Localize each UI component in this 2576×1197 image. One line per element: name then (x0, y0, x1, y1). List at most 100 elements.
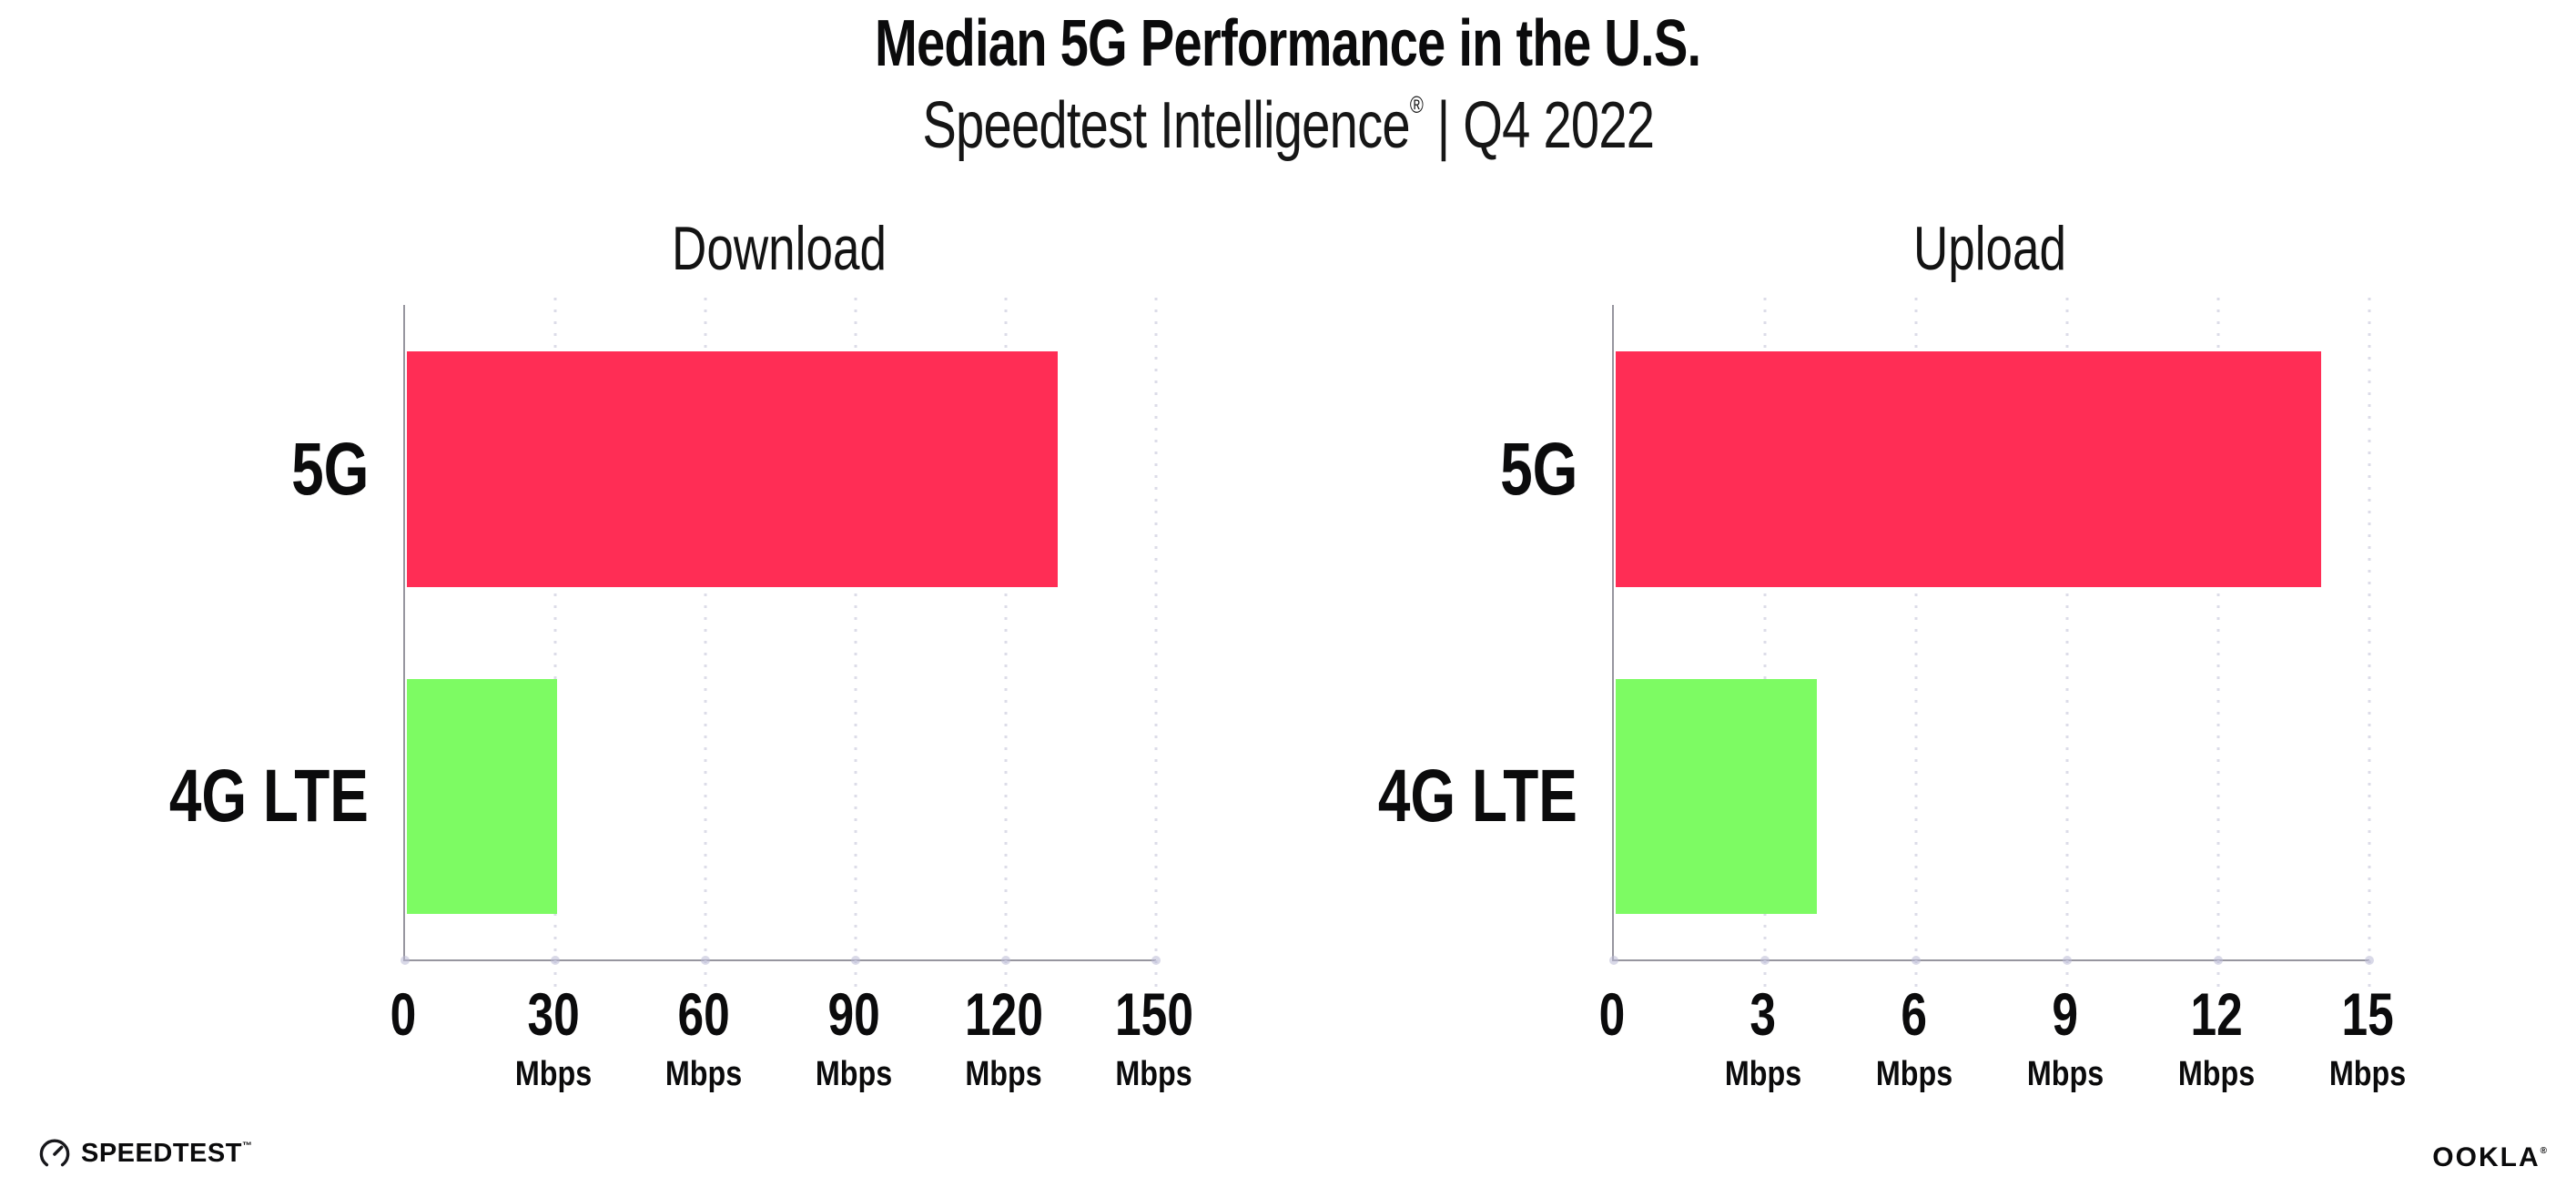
x-tick-number: 30 (508, 984, 598, 1044)
x-tick-number: 120 (954, 984, 1054, 1044)
x-tick-value: 3 (1749, 980, 1777, 1048)
x-tick-unit-row: Mbps (2322, 1057, 2412, 1091)
category-label-5g: 5G (1478, 432, 1577, 507)
bar-4g-lte (1616, 679, 1818, 914)
speedtest-wordmark: SPEEDTEST™ (81, 1138, 253, 1168)
x-tick-label-0: 0 (387, 984, 421, 1044)
ookla-wordmark-text: OOKLA (2432, 1142, 2541, 1172)
ookla-logo: OOKLA® (2432, 1144, 2547, 1172)
bar-5g (1616, 351, 2321, 587)
gridline-6 (1914, 298, 1918, 987)
x-tick-label-90: 90 Mbps (808, 984, 898, 1091)
x-tick-unit: Mbps (815, 1055, 893, 1093)
download-chart-title: Download (641, 218, 916, 279)
download-plot-area (401, 298, 1161, 987)
x-tick-number: 0 (1596, 984, 1629, 1044)
axis-tick-dot (1001, 956, 1010, 965)
x-tick-unit-row: Mbps (808, 1057, 898, 1091)
x-tick-unit: Mbps (965, 1055, 1043, 1093)
x-tick-unit: Mbps (2177, 1055, 2256, 1093)
x-tick-value: 90 (827, 980, 880, 1048)
page-title: Median 5G Performance in the U.S. (0, 11, 2576, 76)
x-tick-unit: Mbps (2026, 1055, 2104, 1093)
x-tick-number: 3 (1718, 984, 1808, 1044)
x-tick-unit-row: Mbps (658, 1057, 748, 1091)
x-tick-value: 9 (2052, 980, 2079, 1048)
x-tick-label-30: 30 Mbps (508, 984, 598, 1091)
x-tick-value: 0 (390, 980, 417, 1048)
x-tick-value: 30 (527, 980, 580, 1048)
x-tick-unit-row: Mbps (954, 1057, 1054, 1091)
gridline-3 (1763, 298, 1767, 987)
x-tick-label-0: 0 (1596, 984, 1629, 1044)
bar-5g (407, 351, 1058, 587)
x-tick-unit-row: Mbps (508, 1057, 598, 1091)
gridline-150 (1154, 298, 1158, 987)
category-label-text: 5G (290, 428, 369, 511)
x-tick-label-150: 150 Mbps (1104, 984, 1204, 1091)
x-tick-number: 90 (808, 984, 898, 1044)
gridline-90 (854, 298, 857, 987)
subtitle-product: Speedtest Intelligence (922, 89, 1410, 162)
x-tick-label-60: 60 Mbps (658, 984, 748, 1091)
x-tick-unit: Mbps (1724, 1055, 1802, 1093)
x-tick-label-9: 9 Mbps (2020, 984, 2110, 1091)
gridline-12 (2216, 298, 2220, 987)
axis-tick-dot (2365, 956, 2374, 965)
x-tick-unit: Mbps (1875, 1055, 1953, 1093)
x-tick-label-120: 120 Mbps (954, 984, 1054, 1091)
upload-plot-area (1609, 298, 2374, 987)
x-tick-number: 6 (1869, 984, 1959, 1044)
x-tick-label-12: 12 Mbps (2171, 984, 2261, 1091)
download-chart: Download 0 30 Mbps 60 Mbps 90 Mbps 120 Mbps 150 Mb… (169, 218, 1193, 1091)
category-label-4g-lte: 4G LTE (113, 759, 369, 834)
x-tick-label-15: 15 Mbps (2322, 984, 2412, 1091)
x-tick-number: 12 (2171, 984, 2261, 1044)
axis-tick-dot (1760, 956, 1770, 965)
x-tick-unit: Mbps (2328, 1055, 2407, 1093)
page-title-text: Median 5G Performance in the U.S. (875, 7, 1701, 80)
category-label-5g: 5G (269, 432, 369, 507)
axis-tick-dot (2214, 956, 2223, 965)
page-subtitle: Speedtest Intelligence® | Q4 2022 (0, 93, 2576, 158)
x-tick-unit-row: Mbps (1718, 1057, 1808, 1091)
x-tick-number: 150 (1104, 984, 1204, 1044)
gridline-120 (1004, 298, 1008, 987)
download-chart-title-text: Download (671, 214, 887, 283)
x-tick-unit-row: Mbps (1104, 1057, 1204, 1091)
upload-chart-title: Upload (1891, 218, 2088, 279)
x-tick-unit-row: Mbps (2020, 1057, 2110, 1091)
category-label-text: 4G LTE (1377, 755, 1577, 837)
speedtest-logo: SPEEDTEST™ (38, 1137, 252, 1170)
x-tick-label-6: 6 Mbps (1869, 984, 1959, 1091)
speedtest-wordmark-text: SPEEDTEST (81, 1138, 242, 1168)
x-tick-value: 12 (2190, 980, 2243, 1048)
x-tick-unit-row: Mbps (1869, 1057, 1959, 1091)
axis-tick-dot (701, 956, 710, 965)
registered-mark: ® (1409, 91, 1424, 118)
x-tick-unit: Mbps (664, 1055, 743, 1093)
page-subtitle-text: Speedtest Intelligence® | Q4 2022 (922, 91, 1655, 158)
axis-tick-dot (551, 956, 560, 965)
speedtest-trademark: ™ (241, 1140, 253, 1151)
x-tick-value: 0 (1598, 980, 1626, 1048)
gridline-60 (704, 298, 707, 987)
speedtest-gauge-icon (38, 1137, 71, 1170)
gridline-15 (2368, 298, 2371, 987)
x-tick-number: 60 (658, 984, 748, 1044)
axis-tick-dot (1912, 956, 1921, 965)
category-label-text: 5G (1499, 428, 1577, 511)
x-tick-value: 60 (677, 980, 730, 1048)
x-tick-number: 0 (387, 984, 421, 1044)
x-tick-unit-row: Mbps (2171, 1057, 2261, 1091)
axis-tick-dot (851, 956, 860, 965)
gridline-9 (2065, 298, 2069, 987)
x-tick-value: 120 (965, 980, 1043, 1048)
x-tick-value: 6 (1901, 980, 1928, 1048)
gridline-30 (553, 298, 557, 987)
axis-tick-dot (2063, 956, 2072, 965)
upload-chart-title-text: Upload (1912, 214, 2067, 283)
x-tick-label-3: 3 Mbps (1718, 984, 1808, 1091)
x-tick-unit: Mbps (1115, 1055, 1193, 1093)
